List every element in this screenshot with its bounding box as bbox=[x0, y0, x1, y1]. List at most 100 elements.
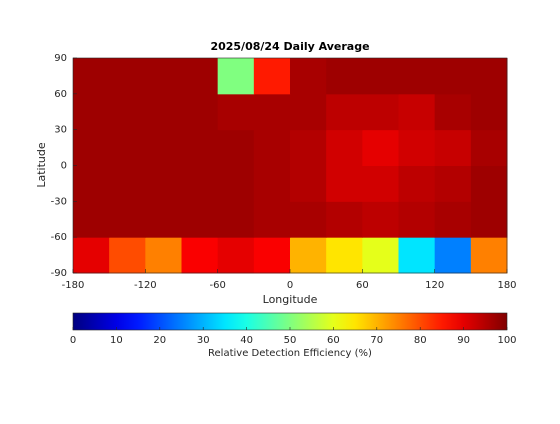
heat-cell bbox=[362, 201, 399, 238]
heat-cell bbox=[217, 93, 255, 131]
heat-cell bbox=[290, 93, 327, 131]
heat-cell bbox=[362, 93, 399, 131]
heat-cell bbox=[470, 129, 508, 166]
colorbar-tick-label: 90 bbox=[457, 335, 470, 346]
heat-cell bbox=[398, 237, 436, 274]
x-tick-label: 60 bbox=[356, 280, 369, 291]
colorbar-label: Relative Detection Efficiency (%) bbox=[208, 348, 372, 359]
heat-cell bbox=[434, 165, 472, 202]
heat-cell bbox=[181, 201, 219, 238]
heat-cell bbox=[181, 58, 219, 95]
heat-cell bbox=[145, 93, 182, 131]
heat-cell bbox=[434, 237, 472, 274]
colorbar-tick-label: 60 bbox=[327, 335, 340, 346]
heat-cell bbox=[73, 93, 110, 131]
heat-cell bbox=[253, 237, 291, 274]
heat-cell bbox=[109, 93, 146, 131]
heat-cell bbox=[398, 201, 436, 238]
x-tick-label: -180 bbox=[62, 280, 85, 291]
heat-cell bbox=[290, 58, 327, 95]
colorbar-tick-label: 80 bbox=[414, 335, 427, 346]
heat-cell bbox=[362, 129, 399, 166]
colorbar-tick-label: 10 bbox=[110, 335, 123, 346]
heat-cell bbox=[290, 129, 327, 166]
heat-cell bbox=[109, 58, 146, 95]
heat-cell bbox=[73, 129, 110, 166]
heat-cell bbox=[73, 237, 110, 274]
heat-cell bbox=[362, 58, 399, 95]
heat-cell bbox=[434, 58, 472, 95]
heat-cell bbox=[470, 201, 508, 238]
heat-cell bbox=[145, 201, 182, 238]
heat-cell bbox=[362, 237, 399, 274]
heat-cell bbox=[470, 165, 508, 202]
heat-cell bbox=[470, 93, 508, 131]
heat-cell bbox=[253, 129, 291, 166]
heat-cell bbox=[109, 165, 146, 202]
y-tick-label: -30 bbox=[51, 196, 67, 207]
heat-cell bbox=[73, 58, 110, 95]
heat-cell bbox=[109, 237, 146, 274]
x-tick-label: 0 bbox=[287, 280, 293, 291]
colorbar-tick-label: 50 bbox=[284, 335, 297, 346]
heat-cell bbox=[181, 93, 219, 131]
y-tick-label: 30 bbox=[54, 125, 67, 136]
heat-cell bbox=[326, 201, 363, 238]
heat-cell bbox=[434, 129, 472, 166]
heat-cell bbox=[253, 93, 291, 131]
y-tick-label: 0 bbox=[61, 161, 67, 172]
heat-cell bbox=[217, 129, 255, 166]
heat-cell bbox=[181, 165, 219, 202]
heat-cell bbox=[434, 93, 472, 131]
y-axis-label: Latitude bbox=[35, 142, 48, 188]
heat-cell bbox=[253, 201, 291, 238]
heat-cell bbox=[290, 237, 327, 274]
heat-cell bbox=[290, 201, 327, 238]
heat-cell bbox=[326, 237, 363, 274]
heat-cell bbox=[326, 129, 363, 166]
x-tick-label: 180 bbox=[497, 280, 516, 291]
colorbar-tick-label: 0 bbox=[70, 335, 76, 346]
heat-cell bbox=[145, 129, 182, 166]
heat-cell bbox=[181, 237, 219, 274]
heat-cell bbox=[362, 165, 399, 202]
x-tick-label: -60 bbox=[209, 280, 225, 291]
x-tick-label: 120 bbox=[425, 280, 444, 291]
heat-cell bbox=[217, 165, 255, 202]
heat-cell bbox=[181, 129, 219, 166]
colorbar-tick-label: 40 bbox=[240, 335, 253, 346]
y-tick-label: 60 bbox=[54, 89, 67, 100]
colorbar-tick-label: 100 bbox=[497, 335, 516, 346]
x-tick-label: -120 bbox=[134, 280, 157, 291]
heat-cell bbox=[253, 165, 291, 202]
heat-cell bbox=[290, 165, 327, 202]
heat-cell bbox=[470, 237, 508, 274]
heat-cell bbox=[145, 58, 182, 95]
heat-cell bbox=[326, 58, 363, 95]
colorbar-tick-label: 70 bbox=[370, 335, 383, 346]
heat-cell bbox=[470, 58, 508, 95]
heat-cell bbox=[434, 201, 472, 238]
colorbar-tick-label: 20 bbox=[153, 335, 166, 346]
heat-cell bbox=[398, 165, 436, 202]
heat-cell bbox=[145, 165, 182, 202]
heat-cell bbox=[145, 237, 182, 274]
heat-cell bbox=[217, 201, 255, 238]
heat-cell bbox=[398, 58, 436, 95]
heat-cell bbox=[109, 129, 146, 166]
chart-title: 2025/08/24 Daily Average bbox=[210, 40, 369, 53]
y-tick-label: -60 bbox=[51, 232, 67, 243]
heat-cell bbox=[398, 129, 436, 166]
heat-cell bbox=[109, 201, 146, 238]
y-tick-label: 90 bbox=[54, 53, 67, 64]
heat-cell bbox=[326, 93, 363, 131]
heat-cell bbox=[217, 237, 255, 274]
heat-cell bbox=[217, 58, 255, 95]
x-axis-label: Longitude bbox=[263, 293, 318, 306]
y-tick-label: -90 bbox=[51, 268, 67, 279]
heat-cell bbox=[253, 58, 291, 95]
heat-cell bbox=[326, 165, 363, 202]
heat-cell bbox=[73, 165, 110, 202]
